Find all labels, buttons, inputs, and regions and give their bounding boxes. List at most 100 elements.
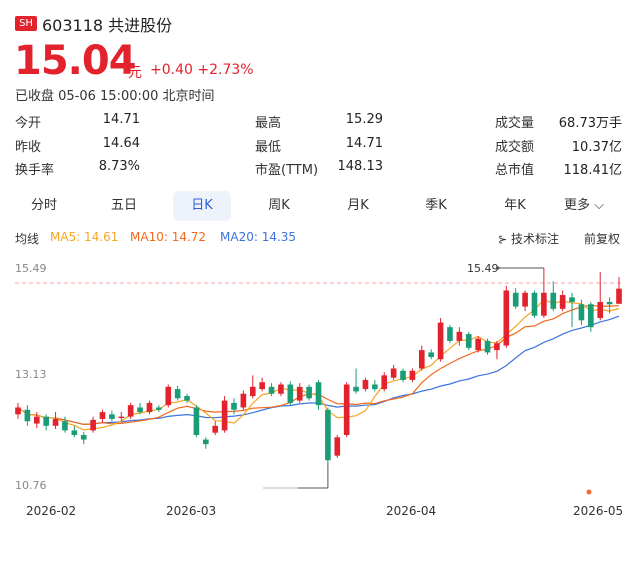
stat-value: 118.41亿 <box>563 163 623 178</box>
candle-body <box>400 370 406 380</box>
stat-value: 68.73万手 <box>558 116 622 131</box>
candle-body <box>343 384 350 435</box>
stat-value: 10.37亿 <box>571 140 622 155</box>
x-tick-label: 2026-03 <box>166 504 216 518</box>
candle-body <box>484 340 491 353</box>
tab-4[interactable]: 月K <box>347 198 369 213</box>
max-annotation-dot <box>496 266 500 270</box>
candle-body <box>325 409 331 461</box>
candle-body <box>109 414 115 419</box>
stock-name: 共进股份 <box>108 16 173 35</box>
candle-body <box>559 295 566 309</box>
stat-label: 成交额 <box>495 140 535 155</box>
x-tick-label: 2026-05 <box>573 504 623 518</box>
stat-value: 8.73% <box>98 159 140 174</box>
candle-body <box>231 402 237 410</box>
candle-body <box>531 292 538 316</box>
candle-body <box>315 382 322 406</box>
candle-body <box>503 290 510 346</box>
stat-label: 最低 <box>255 140 282 155</box>
ma20-value: MA20: 14.35 <box>220 230 297 244</box>
x-tick-label: 2026-04 <box>386 504 436 518</box>
candle-body <box>616 288 622 304</box>
candle-body <box>306 386 312 399</box>
stat-label: 昨收 <box>15 140 42 155</box>
x-tick-label: 2026-02 <box>26 504 76 518</box>
annotation-icon: ⊱ <box>498 233 508 246</box>
period-tabs: 分时 五日 日K 周K 月K 季K 年K 更多 ⌵ <box>0 191 638 221</box>
market-status: 已收盘 05-06 15:00:00 北京时间 <box>15 89 215 104</box>
candle-body <box>193 407 200 435</box>
stat-value: 14.64 <box>102 136 140 151</box>
candle-body <box>287 384 294 403</box>
candle-body <box>606 301 613 305</box>
current-marker-dot <box>586 489 592 495</box>
candle-body <box>99 412 106 419</box>
candle-body <box>372 384 378 390</box>
candle-body <box>165 386 172 406</box>
ma-label: 均线 <box>15 232 40 246</box>
stat-label: 成交量 <box>495 116 535 131</box>
candle-body <box>90 419 96 431</box>
max-annotation-label: 15.49 <box>467 262 499 275</box>
candle-body <box>428 352 435 358</box>
y-tick-label: 15.49 <box>15 262 47 275</box>
candle-body <box>334 437 341 456</box>
candle-body <box>569 297 575 302</box>
stat-value: 14.71 <box>102 112 140 127</box>
tab-1[interactable]: 五日 <box>110 198 137 213</box>
candle-body <box>33 416 40 424</box>
stat-label: 总市值 <box>495 163 535 178</box>
adjust-selector[interactable]: 前复权 <box>584 232 621 246</box>
candle-body <box>62 421 68 431</box>
current-price: 15.04 <box>14 38 137 84</box>
tab-5[interactable]: 季K <box>425 198 447 213</box>
tech-annotation-label: 技术标注 <box>511 232 560 246</box>
candle-body <box>418 350 425 369</box>
candle-body <box>202 439 209 445</box>
candle-body <box>184 395 190 401</box>
candle-body <box>278 384 284 394</box>
candle-body <box>550 292 557 309</box>
tab-6[interactable]: 年K <box>504 198 526 213</box>
candle-body <box>362 379 369 390</box>
candle-body <box>249 386 256 396</box>
tab-3[interactable]: 周K <box>268 198 290 213</box>
stat-value: 14.71 <box>345 136 383 151</box>
tab-2[interactable]: 日K <box>173 191 231 221</box>
y-tick-label: 13.13 <box>15 368 47 381</box>
ma5-line <box>17 298 620 431</box>
candle-body <box>52 418 59 426</box>
tech-annotation-button[interactable]: ⊱ 技术标注 <box>498 230 559 247</box>
tab-7[interactable]: 更多 ⌵ <box>564 198 604 213</box>
ma5-value: MA5: 14.61 <box>50 230 119 244</box>
tab-0[interactable]: 分时 <box>30 198 57 213</box>
candle-body <box>174 389 181 399</box>
candle-body <box>127 405 134 417</box>
price-unit: 元 <box>128 65 142 81</box>
candle-body <box>80 434 87 440</box>
stock-code: 603118 <box>42 16 104 35</box>
candle-body <box>522 292 528 307</box>
candle-body <box>597 301 604 319</box>
candle-body <box>146 402 153 413</box>
candle-body <box>259 382 265 390</box>
candle-body <box>578 304 585 321</box>
market-badge: SH <box>15 16 37 31</box>
stat-value: 148.13 <box>337 159 384 174</box>
candle-body <box>212 425 219 433</box>
candle-body <box>475 338 481 351</box>
change-percent: +2.73% <box>197 62 254 78</box>
candle-body <box>296 386 303 401</box>
candle-body <box>71 430 78 435</box>
candle-body <box>437 322 444 360</box>
change-amount: +0.40 <box>150 62 193 78</box>
candle-body <box>118 416 125 419</box>
ma10-value: MA10: 14.72 <box>130 230 207 244</box>
candle-body <box>456 331 463 341</box>
candle-body <box>24 409 31 422</box>
stat-label: 市盈(TTM) <box>255 163 319 178</box>
candle-body <box>447 327 453 341</box>
stat-label: 最高 <box>255 116 282 131</box>
